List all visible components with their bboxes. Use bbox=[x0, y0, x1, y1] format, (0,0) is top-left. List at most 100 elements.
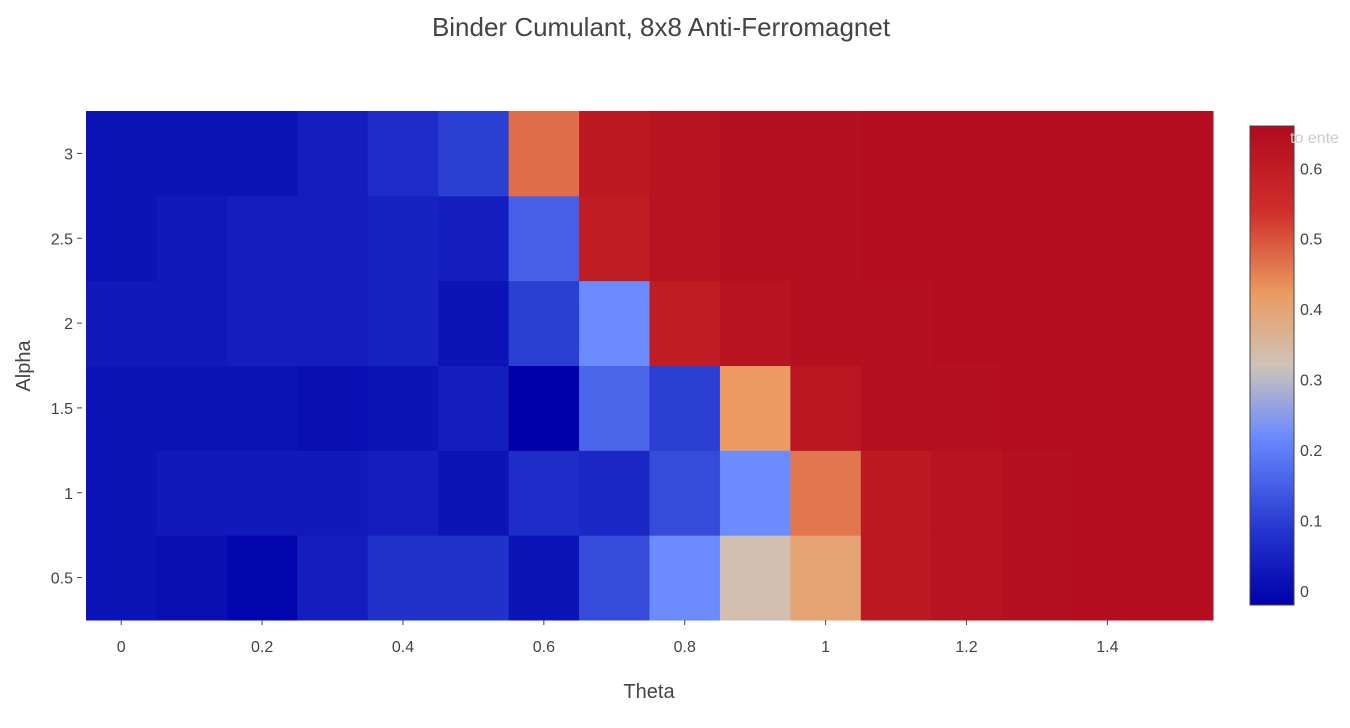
heatmap-cell bbox=[508, 535, 580, 621]
heatmap-cell bbox=[1142, 195, 1214, 282]
colorbar-tick-label: 0.2 bbox=[1300, 443, 1322, 460]
heatmap-cell bbox=[860, 450, 932, 536]
heatmap-cell bbox=[367, 195, 439, 282]
heatmap-cell bbox=[1001, 535, 1073, 621]
heatmap-cell bbox=[438, 365, 510, 451]
colorbar-tick-label: 0.6 bbox=[1300, 161, 1322, 178]
heatmap-cell bbox=[226, 450, 298, 536]
heatmap-cell bbox=[438, 450, 510, 536]
y-tick-label: 2 bbox=[64, 316, 73, 333]
heatmap-cells bbox=[86, 111, 1214, 621]
x-axis-title: Theta bbox=[623, 681, 675, 703]
heatmap-cell bbox=[297, 365, 369, 451]
heatmap-cell bbox=[649, 450, 721, 536]
y-tick-label: 0.5 bbox=[51, 571, 73, 588]
heatmap-cell bbox=[226, 535, 298, 621]
heatmap-cell bbox=[579, 111, 650, 197]
y-tick-label: 3 bbox=[64, 146, 73, 163]
heatmap-cell bbox=[438, 280, 510, 366]
heatmap-cell bbox=[790, 111, 862, 197]
heatmap-cell bbox=[579, 280, 650, 366]
x-tick-label: 1.4 bbox=[1096, 639, 1118, 656]
heatmap-cell bbox=[367, 450, 439, 536]
heatmap-cell bbox=[86, 111, 157, 197]
colorbar-tick-label: 0.4 bbox=[1300, 302, 1322, 319]
heatmap-cell bbox=[649, 535, 721, 621]
heatmap-cell bbox=[1001, 280, 1073, 366]
x-tick-label: 1 bbox=[821, 639, 830, 656]
heatmap-cell bbox=[367, 365, 439, 451]
heatmap-cell bbox=[579, 365, 650, 451]
heatmap-cell bbox=[719, 450, 791, 536]
heatmap-cell bbox=[1072, 535, 1144, 621]
heatmap-cell bbox=[1072, 450, 1144, 536]
x-axis: 0 0.2 0.4 0.6 0.8 1 1.2 1.4 bbox=[117, 620, 1119, 656]
colorbar: to ente 0 0.1 0.2 0.3 0.4 0.5 0.6 bbox=[1249, 125, 1339, 606]
heatmap-cell bbox=[860, 365, 932, 451]
heatmap-cell bbox=[860, 195, 932, 282]
heatmap-cell bbox=[790, 280, 862, 366]
x-tick-label: 0.2 bbox=[251, 639, 273, 656]
heatmap-cell bbox=[1142, 111, 1214, 197]
heatmap-cell bbox=[931, 365, 1003, 451]
heatmap-cell bbox=[226, 195, 298, 282]
heatmap-cell bbox=[508, 450, 580, 536]
colorbar-tick-label: 0.3 bbox=[1300, 373, 1322, 390]
y-tick-label: 1.5 bbox=[51, 401, 73, 418]
heatmap-cell bbox=[579, 450, 650, 536]
heatmap-cell bbox=[86, 365, 157, 451]
heatmap-cell bbox=[790, 195, 862, 282]
heatmap-cell bbox=[1001, 365, 1073, 451]
heatmap-cell bbox=[367, 280, 439, 366]
heatmap-cell bbox=[508, 365, 580, 451]
colorbar-gradient bbox=[1249, 125, 1295, 606]
colorbar-tick-label: 0 bbox=[1300, 584, 1309, 601]
x-tick-label: 0.8 bbox=[674, 639, 696, 656]
heatmap-cell bbox=[649, 280, 721, 366]
heatmap-cell bbox=[226, 111, 298, 197]
heatmap-cell bbox=[297, 450, 369, 536]
heatmap-cell bbox=[931, 195, 1003, 282]
chart-title: Binder Cumulant, 8x8 Anti-Ferromagnet bbox=[431, 12, 891, 42]
heatmap-cell bbox=[719, 365, 791, 451]
heatmap-cell bbox=[438, 535, 510, 621]
heatmap-cell bbox=[649, 111, 721, 197]
heatmap-cell bbox=[156, 111, 228, 197]
heatmap-cell bbox=[156, 195, 228, 282]
heatmap-cell bbox=[649, 365, 721, 451]
y-axis-title: Alpha bbox=[13, 340, 35, 392]
x-tick-label: 0.4 bbox=[392, 639, 414, 656]
heatmap-cell bbox=[579, 535, 650, 621]
heatmap-cell bbox=[1072, 195, 1144, 282]
heatmap-cell bbox=[156, 450, 228, 536]
heatmap-cell bbox=[719, 195, 791, 282]
heatmap-cell bbox=[1142, 365, 1214, 451]
colorbar-tick-label: 0.1 bbox=[1300, 513, 1322, 530]
heatmap-cell bbox=[579, 195, 650, 282]
heatmap-cell bbox=[931, 111, 1003, 197]
colorbar-tick-label: 0.5 bbox=[1300, 232, 1322, 249]
x-tick-label: 1.2 bbox=[955, 639, 977, 656]
heatmap-cell bbox=[719, 111, 791, 197]
heatmap-cell bbox=[1001, 111, 1073, 197]
heatmap-cell bbox=[790, 450, 862, 536]
heatmap-cell bbox=[1072, 280, 1144, 366]
heatmap-cell bbox=[438, 111, 510, 197]
heatmap-cell bbox=[508, 111, 580, 197]
heatmap-cell bbox=[297, 111, 369, 197]
colorbar-ticks: 0 0.1 0.2 0.3 0.4 0.5 0.6 bbox=[1300, 161, 1322, 601]
heatmap-cell bbox=[297, 280, 369, 366]
heatmap-cell bbox=[860, 111, 932, 197]
heatmap-cell bbox=[86, 450, 157, 536]
heatmap-cell bbox=[1072, 365, 1144, 451]
heatmap-cell bbox=[297, 535, 369, 621]
heatmap-cell bbox=[367, 111, 439, 197]
y-tick-label: 1 bbox=[64, 486, 73, 503]
heatmap-cell bbox=[1001, 195, 1073, 282]
heatmap-cell bbox=[649, 195, 721, 282]
heatmap-cell bbox=[719, 280, 791, 366]
heatmap-cell bbox=[931, 280, 1003, 366]
y-tick-label: 2.5 bbox=[51, 231, 73, 248]
heatmap-cell bbox=[297, 195, 369, 282]
heatmap-cell bbox=[226, 280, 298, 366]
